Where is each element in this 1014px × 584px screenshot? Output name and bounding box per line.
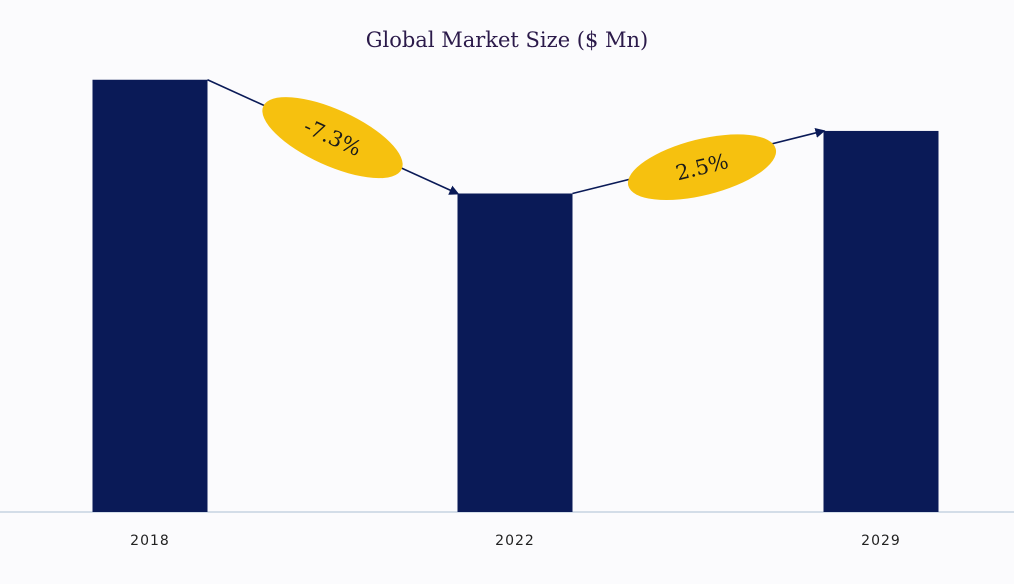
x-tick-label: 2018 bbox=[130, 533, 170, 549]
bar-2022 bbox=[457, 193, 573, 512]
bar-2018 bbox=[92, 79, 208, 512]
growth-badge bbox=[262, 97, 403, 179]
x-tick-label: 2022 bbox=[495, 533, 535, 549]
bar-2029 bbox=[823, 130, 939, 512]
growth-annotation: 2.5% bbox=[627, 134, 777, 201]
chart-title: Global Market Size ($ Mn) bbox=[365, 28, 649, 52]
growth-badge bbox=[627, 134, 777, 201]
growth-annotation: -7.3% bbox=[262, 97, 403, 179]
x-tick-label: 2029 bbox=[861, 533, 901, 549]
